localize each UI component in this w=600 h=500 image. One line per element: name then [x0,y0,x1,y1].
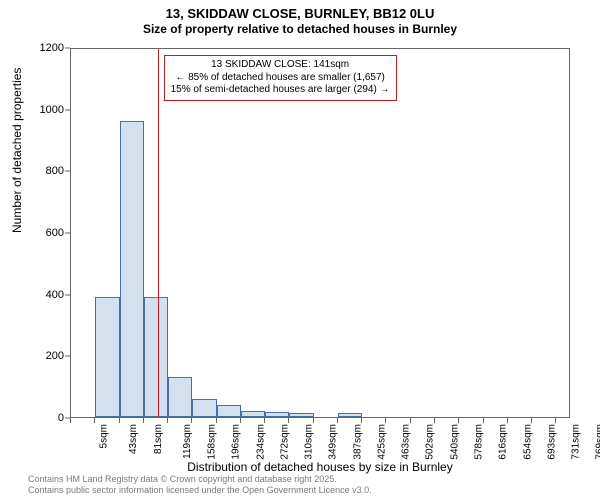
x-tick-label: 731sqm [571,424,582,460]
x-tick-mark [94,418,95,423]
footer-line-1: Contains HM Land Registry data © Crown c… [28,474,372,485]
histogram-bar [168,377,192,417]
x-tick-label: 463sqm [401,424,412,460]
x-tick-mark [264,418,265,423]
chart-title: 13, SKIDDAW CLOSE, BURNLEY, BB12 0LU [0,6,600,21]
y-tick-label: 800 [14,165,64,177]
x-tick-label: 425sqm [377,424,388,460]
x-tick-mark [361,418,362,423]
histogram-bar [95,297,119,417]
histogram-bar [192,399,216,418]
x-tick-label: 616sqm [498,424,509,460]
x-tick-label: 43sqm [128,424,139,454]
x-tick-mark [288,418,289,423]
y-tick-label: 1200 [14,42,64,54]
chart-title-block: 13, SKIDDAW CLOSE, BURNLEY, BB12 0LU Siz… [0,0,600,36]
x-tick-label: 81sqm [153,424,164,454]
x-tick-label: 387sqm [352,424,363,460]
property-marker-line [158,49,159,417]
x-tick-mark [458,418,459,423]
chart-subtitle: Size of property relative to detached ho… [0,22,600,36]
x-tick-label: 540sqm [449,424,460,460]
x-tick-label: 654sqm [522,424,533,460]
x-tick-label: 693sqm [546,424,557,460]
histogram-bar [241,411,265,417]
y-tick-label: 400 [14,289,64,301]
histogram-bar [217,405,241,417]
y-tick-label: 1000 [14,104,64,116]
histogram-bar [144,297,168,417]
x-tick-mark [555,418,556,423]
x-tick-label: 578sqm [474,424,485,460]
x-tick-label: 769sqm [595,424,600,460]
x-tick-label: 272sqm [279,424,290,460]
x-tick-mark [191,418,192,423]
x-tick-mark [313,418,314,423]
x-tick-mark [337,418,338,423]
x-tick-mark [216,418,217,423]
x-tick-label: 196sqm [231,424,242,460]
histogram-bar [265,412,289,417]
annotation-line-1: 13 SKIDDAW CLOSE: 141sqm [171,59,390,72]
histogram-bar [120,121,144,417]
annotation-line-3: 15% of semi-detached houses are larger (… [171,84,390,97]
bars-layer [71,49,569,417]
x-tick-mark [240,418,241,423]
x-tick-mark [507,418,508,423]
plot-area: 13 SKIDDAW CLOSE: 141sqm ← 85% of detach… [70,48,570,418]
footer-line-2: Contains public sector information licen… [28,485,372,496]
x-tick-mark [167,418,168,423]
x-tick-label: 5sqm [98,424,109,448]
histogram-bar [338,413,362,417]
footer-attribution: Contains HM Land Registry data © Crown c… [28,474,372,496]
x-tick-mark [531,418,532,423]
histogram-bar [289,413,313,417]
x-tick-label: 234sqm [255,424,266,460]
x-tick-label: 502sqm [425,424,436,460]
x-axis-label: Distribution of detached houses by size … [70,460,570,474]
x-tick-label: 310sqm [304,424,315,460]
x-tick-mark [410,418,411,423]
y-tick-label: 600 [14,227,64,239]
annotation-box: 13 SKIDDAW CLOSE: 141sqm ← 85% of detach… [164,55,397,101]
y-tick-label: 200 [14,350,64,362]
y-axis: 020040060080010001200 [0,48,70,418]
y-tick-label: 0 [14,412,64,424]
x-tick-label: 158sqm [207,424,218,460]
x-tick-mark [70,418,71,423]
x-tick-mark [385,418,386,423]
x-tick-mark [143,418,144,423]
x-tick-mark [119,418,120,423]
x-tick-label: 119sqm [182,424,193,459]
annotation-line-2: ← 85% of detached houses are smaller (1,… [171,72,390,85]
x-tick-label: 349sqm [328,424,339,460]
x-tick-mark [434,418,435,423]
x-tick-mark [483,418,484,423]
